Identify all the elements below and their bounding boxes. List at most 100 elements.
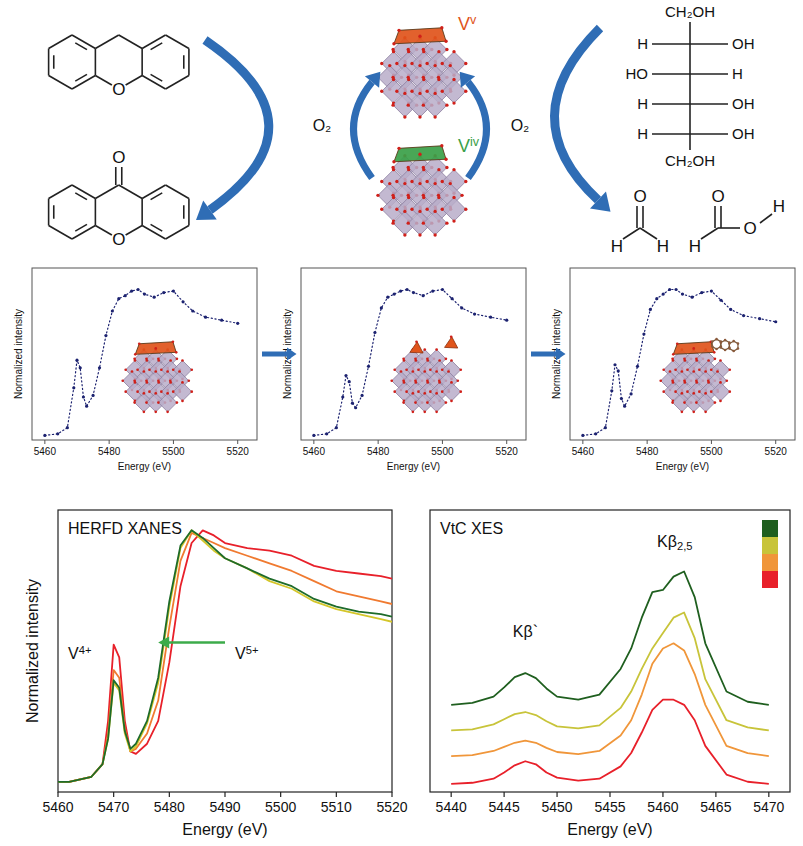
bond [72,226,95,240]
x-tick-label: 5455 [594,799,625,815]
oxygen [410,62,413,65]
label: H [637,125,648,142]
oxygen [674,390,677,393]
oxygen [392,160,395,163]
point [220,319,223,322]
arrow [460,72,487,178]
oxygen [464,62,467,65]
label: O₂ [511,117,530,134]
oxygen [403,92,406,95]
x-tick [44,440,45,444]
label-main: V [458,136,470,156]
point [373,331,376,334]
octahedron [442,197,466,221]
oxygen [437,78,440,81]
oxygen [716,370,719,373]
bond [188,49,190,76]
oxygen [452,50,455,53]
oxygen [452,196,455,199]
oxygen [456,379,459,382]
bond [95,35,118,49]
oxygen [403,381,406,384]
label: O [112,80,125,99]
oxygen [146,359,149,362]
bond [49,76,72,90]
oxygen [710,390,713,393]
bond [53,205,55,218]
oxygen [692,411,695,414]
oxygen [418,153,421,156]
x-tick-label: 5520 [496,446,519,457]
label: V5+ [235,644,258,662]
oxygen [176,401,179,404]
oxygen [672,359,675,362]
oxygen [392,168,395,171]
oxygen [407,222,410,225]
oxygen [390,379,393,382]
series-group [451,572,769,784]
point [360,394,363,397]
oxygen [410,208,413,211]
atom [728,342,731,345]
oxygen [169,381,172,384]
oxygen [397,147,400,150]
oxygen [412,392,415,395]
oxygen [395,90,398,93]
x-tick [336,792,337,797]
octahedron [423,93,447,117]
x-tick-label: 5520 [765,446,788,457]
oxygen [407,196,410,199]
oxygen [435,370,438,373]
atom [732,350,735,353]
series-group [43,288,239,437]
x-tick [609,792,610,797]
bond [49,35,72,49]
oxygen [166,392,169,395]
bond [183,55,185,68]
octahedron [173,382,192,401]
oxygen [418,233,421,236]
arrow [554,28,610,212]
bond [141,49,143,76]
series-line [58,530,392,782]
oxygen [692,392,695,395]
oxygen [422,104,425,107]
atom [724,349,727,352]
oxygen [418,182,421,185]
oxygen [400,370,403,373]
series-group [581,288,777,437]
bond [141,199,143,226]
oxygen [417,390,420,393]
plot-frame [301,268,526,440]
bond [701,228,718,239]
x-tick [313,440,314,444]
atom [737,347,740,350]
oxygen [133,401,136,404]
oxygen [172,368,175,371]
oxygen [433,115,436,118]
x-axis-title: Energy (eV) [182,821,267,838]
oxygen [441,90,444,93]
oxygen [449,182,452,185]
label: Vv [458,13,477,34]
oxygen [166,370,169,373]
arrow-shaft [354,82,373,178]
point [662,293,665,296]
oxygen [728,368,731,371]
oxygen [138,342,141,345]
oxygen [418,210,421,213]
x-tick [224,792,225,797]
oxygen [692,347,695,350]
arrow-head [460,72,475,88]
oxygen [154,392,157,395]
x-tick [768,792,769,797]
label: CH₂OH [665,152,715,169]
bond [151,43,163,50]
point [153,296,156,299]
oxygen [190,368,193,371]
oxygen [707,359,710,362]
oxygen [445,401,448,404]
label: H [611,237,623,256]
series-line [58,533,392,782]
x-tick [775,440,776,444]
